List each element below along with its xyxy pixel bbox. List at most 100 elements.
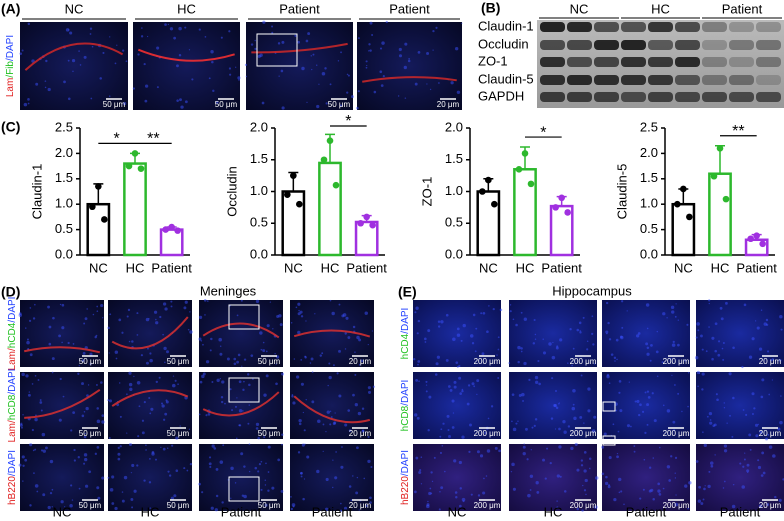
nucleus xyxy=(243,358,247,361)
nucleus xyxy=(233,357,237,361)
vessel xyxy=(24,42,124,71)
nucleus xyxy=(115,357,118,360)
zoom-box xyxy=(228,476,260,502)
nucleus xyxy=(116,44,118,46)
bar xyxy=(123,162,147,257)
nucleus xyxy=(538,382,541,386)
nucleus xyxy=(483,477,485,480)
nucleus xyxy=(732,396,735,400)
nucleus xyxy=(127,308,131,312)
nucleus xyxy=(484,431,487,434)
nucleus xyxy=(189,462,193,466)
nucleus xyxy=(723,402,726,404)
nucleus xyxy=(420,456,423,459)
nucleus xyxy=(576,328,580,332)
column-label: HC xyxy=(544,504,563,519)
nucleus xyxy=(498,449,501,453)
band xyxy=(756,75,781,85)
nucleus xyxy=(92,313,95,316)
nucleus xyxy=(184,300,188,304)
nucleus xyxy=(681,410,683,413)
nucleus xyxy=(722,341,725,344)
nucleus xyxy=(456,365,459,368)
nucleus xyxy=(164,23,167,26)
nucleus xyxy=(292,505,295,508)
nucleus xyxy=(277,458,281,462)
nucleus xyxy=(732,483,735,486)
nucleus xyxy=(435,362,439,366)
scale-label: 200 μm xyxy=(663,429,690,438)
nucleus xyxy=(431,480,434,483)
nucleus xyxy=(765,318,769,322)
nucleus xyxy=(437,320,441,323)
nucleus xyxy=(672,340,675,344)
scale-label: 50 μm xyxy=(258,429,281,438)
nucleus xyxy=(26,338,29,341)
nucleus xyxy=(593,415,597,419)
nucleus xyxy=(210,506,214,510)
nucleus xyxy=(88,470,92,474)
nucleus xyxy=(677,392,680,395)
nucleus xyxy=(42,449,46,453)
nucleus xyxy=(248,470,251,473)
nucleus xyxy=(143,479,146,482)
nucleus xyxy=(86,308,88,310)
nucleus xyxy=(701,348,704,351)
significance-label: * xyxy=(114,131,120,148)
column-label: NC xyxy=(65,1,84,16)
column-label: NC xyxy=(53,504,72,519)
nucleus xyxy=(726,422,728,424)
nucleus xyxy=(102,51,105,54)
nucleus xyxy=(758,347,763,351)
zoom-box xyxy=(602,401,616,412)
x-tick-label: HC xyxy=(516,260,535,275)
nucleus xyxy=(274,352,276,355)
nucleus xyxy=(32,449,35,452)
nucleus xyxy=(158,376,161,379)
nucleus xyxy=(96,305,99,308)
nucleus xyxy=(662,312,666,316)
nucleus xyxy=(352,393,355,397)
nucleus xyxy=(246,373,250,376)
nucleus xyxy=(271,486,275,490)
nucleus xyxy=(44,86,47,89)
nucleus xyxy=(439,451,443,455)
nucleus xyxy=(425,384,428,386)
nucleus xyxy=(205,360,210,364)
nucleus xyxy=(144,99,148,103)
nucleus xyxy=(553,404,557,408)
nucleus xyxy=(62,395,65,398)
data-point xyxy=(137,165,145,172)
nucleus xyxy=(300,358,303,361)
nucleus xyxy=(339,502,342,505)
nucleus xyxy=(234,405,238,408)
nucleus xyxy=(588,457,592,460)
nucleus xyxy=(44,80,47,82)
nucleus xyxy=(645,342,649,346)
nucleus xyxy=(455,47,459,51)
stain-part: hCD8 xyxy=(400,405,411,431)
nucleus xyxy=(674,456,678,459)
nucleus xyxy=(522,451,526,456)
nucleus xyxy=(58,418,62,422)
nucleus xyxy=(260,488,263,491)
nucleus xyxy=(201,374,205,379)
data-point xyxy=(125,162,133,170)
nucleus xyxy=(757,465,762,470)
nucleus xyxy=(208,462,212,466)
nucleus xyxy=(332,459,334,461)
band xyxy=(540,22,565,32)
nucleus xyxy=(633,450,636,453)
nucleus xyxy=(164,412,168,416)
zoom-box xyxy=(228,304,260,330)
nucleus xyxy=(365,66,368,69)
nucleus xyxy=(534,333,537,336)
nucleus xyxy=(216,378,220,383)
nucleus xyxy=(360,359,364,363)
nucleus xyxy=(58,334,62,338)
nucleus xyxy=(512,427,517,432)
nucleus xyxy=(558,445,562,449)
nucleus xyxy=(581,509,584,512)
nucleus xyxy=(458,364,461,368)
nucleus xyxy=(140,35,144,38)
